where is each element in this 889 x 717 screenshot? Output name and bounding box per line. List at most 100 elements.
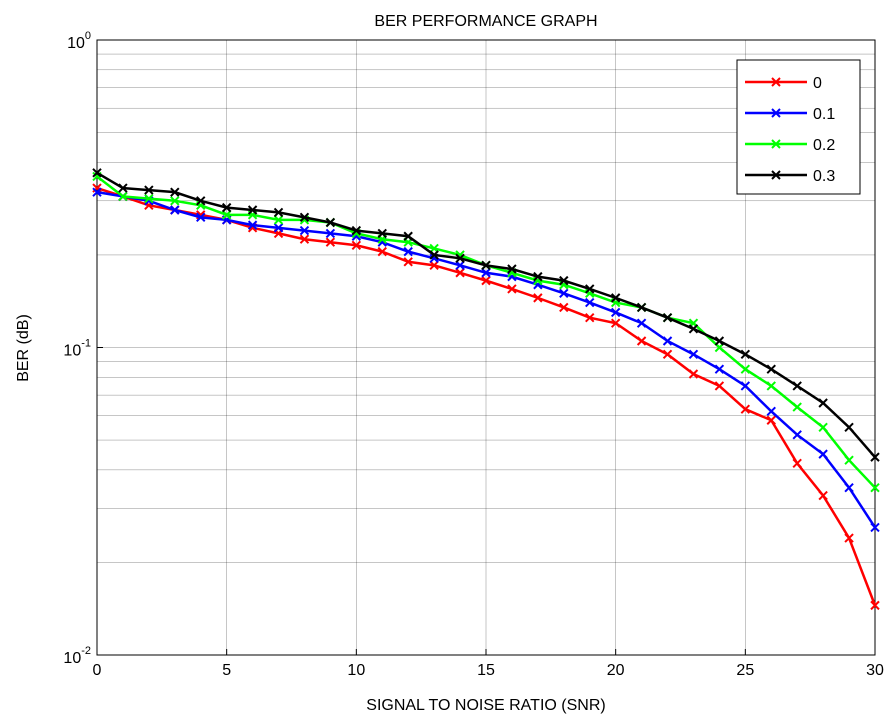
marker <box>170 187 180 197</box>
marker <box>740 349 751 360</box>
marker <box>92 187 102 197</box>
marker <box>403 231 413 241</box>
marker <box>92 168 102 178</box>
x-tick-label: 10 <box>347 662 365 679</box>
marker <box>818 449 828 459</box>
legend: 0 0.1 0.2 0.3 <box>736 59 861 195</box>
marker <box>688 349 699 360</box>
chart-title: BER PERFORMANCE GRAPH <box>374 13 597 30</box>
marker <box>325 217 336 228</box>
marker <box>870 600 880 611</box>
legend-label: 0.1 <box>813 106 835 123</box>
plot-frame <box>96 39 876 656</box>
marker <box>170 196 180 206</box>
marker <box>507 284 517 294</box>
marker <box>144 185 154 195</box>
marker <box>740 364 751 374</box>
legend-marker <box>771 77 781 87</box>
marker <box>662 312 673 323</box>
marker <box>585 284 595 294</box>
marker <box>714 381 725 391</box>
marker <box>455 260 465 271</box>
y-tick-label: 100 <box>67 30 91 52</box>
y-tick-label: 10-1 <box>63 338 91 360</box>
series <box>92 187 880 533</box>
marker <box>610 293 621 303</box>
marker <box>714 364 725 374</box>
marker <box>870 452 880 462</box>
marker <box>377 228 387 239</box>
marker <box>273 207 284 218</box>
marker <box>688 324 699 334</box>
marker <box>585 312 595 323</box>
marker <box>481 268 491 278</box>
legend-label: 0 <box>813 75 822 92</box>
marker <box>144 193 154 204</box>
marker <box>844 482 854 493</box>
legend-marker <box>771 170 781 180</box>
marker <box>170 205 180 215</box>
marker <box>740 404 751 414</box>
marker <box>221 210 232 220</box>
marker <box>455 268 465 278</box>
marker <box>870 522 880 533</box>
marker <box>299 212 310 223</box>
x-tick-label: 0 <box>93 662 102 679</box>
series <box>92 168 880 462</box>
marker <box>221 202 232 213</box>
marker <box>766 415 776 425</box>
marker <box>559 275 569 286</box>
marker <box>818 490 828 501</box>
legend-label: 0.3 <box>813 168 835 185</box>
marker <box>792 402 802 412</box>
marker <box>325 237 336 247</box>
marker <box>844 455 854 465</box>
marker <box>766 406 776 417</box>
marker <box>403 257 413 267</box>
x-axis-label: SIGNAL TO NOISE RATIO (SNR) <box>366 697 605 714</box>
marker <box>844 422 854 433</box>
marker <box>870 482 880 493</box>
marker <box>118 191 128 202</box>
x-tick-label: 15 <box>477 662 495 679</box>
marker <box>377 246 387 257</box>
marker <box>714 336 725 346</box>
marker <box>792 381 802 391</box>
marker <box>247 220 258 230</box>
x-tick-label: 30 <box>866 662 884 679</box>
marker <box>585 297 595 308</box>
marker <box>196 196 206 206</box>
marker <box>299 234 310 244</box>
legend-marker <box>771 139 781 149</box>
marker <box>610 307 621 318</box>
marker <box>636 318 647 328</box>
marker <box>429 260 439 271</box>
marker <box>403 246 413 257</box>
marker <box>196 212 206 223</box>
y-tick-label: 10-2 <box>63 645 91 667</box>
x-tick-label: 25 <box>736 662 754 679</box>
marker <box>662 336 673 346</box>
x-tick-label: 20 <box>607 662 625 679</box>
marker <box>481 260 491 271</box>
marker <box>118 183 128 193</box>
marker <box>533 271 543 282</box>
marker <box>247 205 258 215</box>
marker <box>636 302 647 313</box>
marker <box>559 302 569 313</box>
marker <box>533 293 543 303</box>
legend-label: 0.2 <box>813 137 835 154</box>
marker <box>740 381 751 391</box>
marker <box>688 369 699 379</box>
marker <box>610 318 621 328</box>
marker <box>507 264 517 274</box>
marker <box>766 364 776 374</box>
x-tick-label: 5 <box>222 662 231 679</box>
marker <box>325 228 336 239</box>
marker <box>559 288 569 299</box>
marker <box>662 349 673 360</box>
marker <box>844 533 854 543</box>
marker <box>792 458 802 469</box>
marker <box>273 215 284 225</box>
marker <box>818 422 828 433</box>
